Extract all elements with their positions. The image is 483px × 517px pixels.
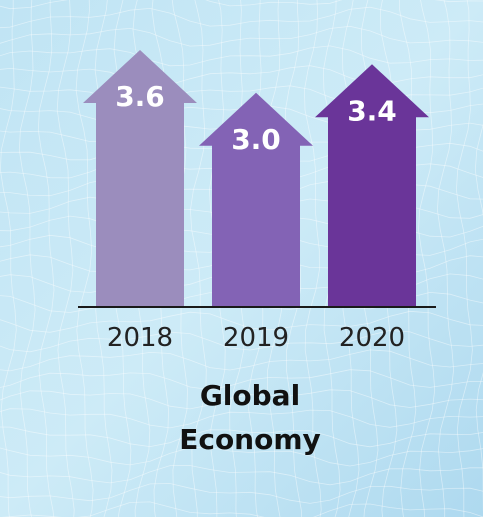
bar-2019 [199, 92, 313, 307]
bar-2020 [315, 64, 429, 307]
value-label-2020: 3.4 [347, 94, 397, 127]
x-tick-label-2019: 2019 [223, 323, 289, 353]
value-label-2019: 3.0 [231, 123, 281, 156]
chart-title-line-2: Economy [179, 423, 321, 456]
value-label-2018: 3.6 [115, 80, 165, 113]
x-tick-label-2020: 2020 [339, 323, 405, 353]
chart-title-line-1: Global [199, 379, 301, 412]
bar-2018 [83, 50, 197, 307]
x-tick-label-2018: 2018 [107, 323, 173, 353]
